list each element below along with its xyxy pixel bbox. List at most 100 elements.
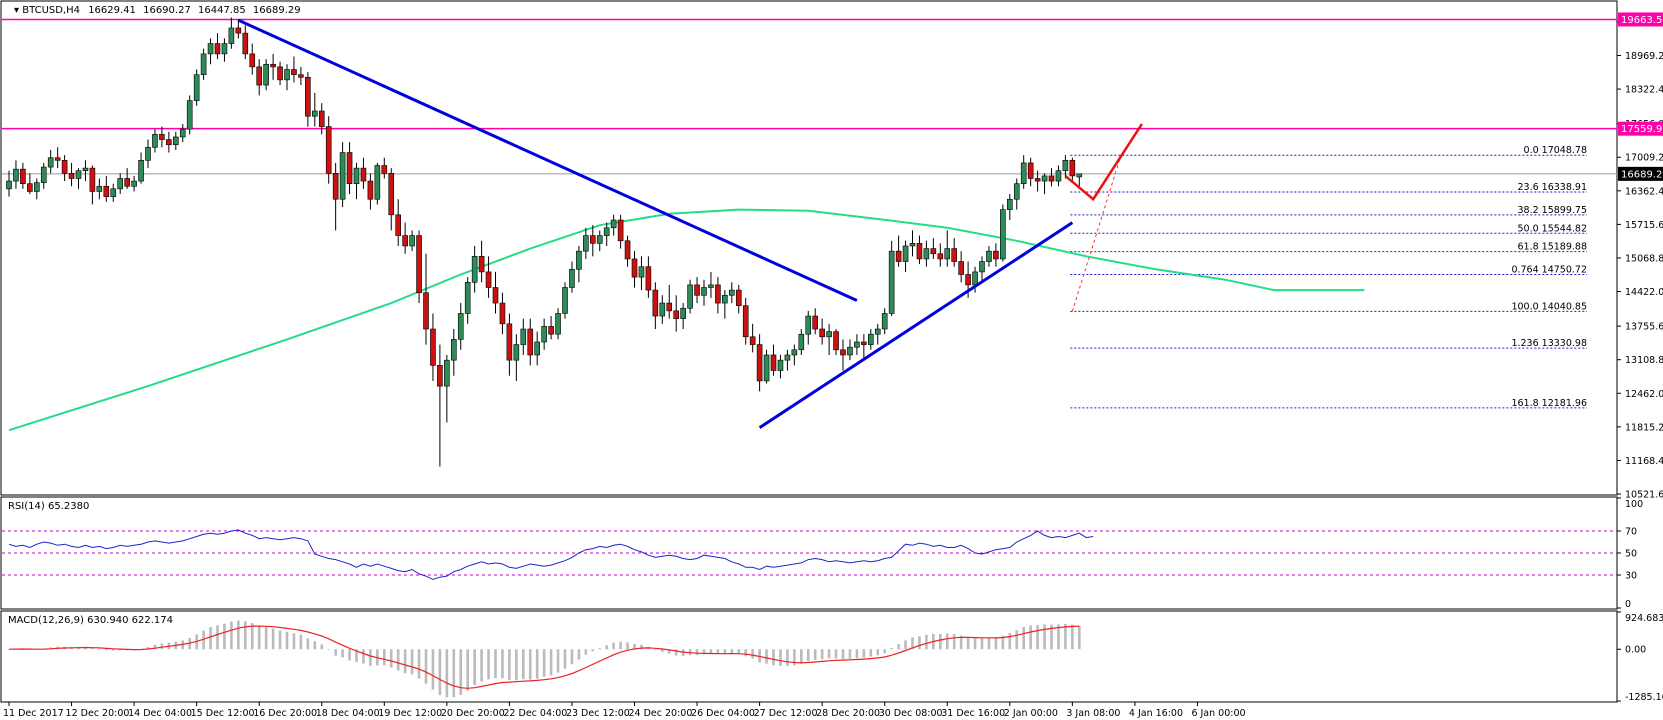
- macd-histogram-bar: [237, 620, 240, 650]
- macd-histogram-bar: [403, 649, 407, 674]
- macd-histogram-bar: [973, 638, 977, 650]
- price-tick-label: 13755.60: [1625, 322, 1663, 333]
- bearish-candle: [930, 248, 937, 255]
- macd-histogram-bar: [1078, 625, 1081, 650]
- projection-arrow: [1064, 123, 1143, 202]
- time-tick-label: 15 Dec 12:00: [191, 708, 255, 719]
- bearish-candle: [527, 328, 534, 356]
- macd-histogram-bar: [1064, 623, 1067, 650]
- bearish-candle: [423, 292, 429, 330]
- main-panel[interactable]: [0, 0, 1618, 496]
- fib-level-label: 61.8 15189.88: [1517, 242, 1587, 253]
- header-open: 16629.41: [88, 5, 136, 16]
- macd-histogram-bar: [570, 649, 574, 665]
- price-tags: 19663.51 17559.93 16689.29: [1618, 12, 1663, 181]
- macd-histogram-bar: [230, 621, 233, 650]
- macd-histogram-bar: [487, 649, 490, 680]
- bullish-candle: [659, 302, 666, 317]
- bearish-candle: [89, 167, 96, 192]
- bearish-candle: [958, 261, 964, 275]
- rsi-tick-label: 100: [1625, 499, 1643, 510]
- bearish-candle: [499, 302, 506, 325]
- bullish-candle: [596, 235, 603, 244]
- bearish-candle: [673, 310, 680, 319]
- macd-histogram-bar: [528, 649, 532, 680]
- bearish-candle: [277, 66, 283, 81]
- bullish-candle: [6, 180, 12, 190]
- bearish-candle: [652, 289, 659, 317]
- bullish-candle: [798, 333, 805, 351]
- macd-histogram-bar: [869, 649, 873, 657]
- bearish-candle: [951, 248, 958, 262]
- bullish-candle: [513, 344, 520, 361]
- macd-histogram-bar: [862, 649, 866, 658]
- bullish-candle: [784, 354, 791, 361]
- macd-histogram-bar: [105, 649, 108, 651]
- bullish-candle: [13, 168, 19, 182]
- price-tick-label: 18969.20: [1625, 51, 1663, 62]
- bearish-candle: [305, 76, 311, 117]
- bullish-candle: [471, 256, 478, 283]
- time-tick-label: 26 Dec 04:00: [691, 708, 755, 719]
- bearish-candle: [318, 110, 325, 127]
- resistance-level-tag-label: 19663.51: [1621, 15, 1663, 26]
- macd-label: MACD(12,26,9) 630.940 622.174: [8, 615, 173, 626]
- horizontal-levels: [2, 18, 1617, 175]
- bearish-candle: [631, 258, 638, 278]
- macd-histogram-bar: [779, 649, 782, 666]
- bullish-candle: [311, 110, 318, 117]
- bearish-candle: [249, 53, 256, 68]
- macd-histogram-bar: [299, 634, 303, 650]
- bullish-candle: [457, 313, 464, 340]
- bullish-candle: [867, 333, 874, 345]
- macd-histogram-bar: [431, 649, 435, 690]
- macd-tick-label: -1285.168: [1625, 692, 1663, 703]
- macd-histogram-bar: [925, 634, 928, 650]
- fibonacci-retracement: 0.0 17048.78 23.6 16338.91 38.2 15899.75 50…: [1070, 145, 1587, 409]
- macd-histogram-bar: [515, 649, 518, 681]
- bullish-candle: [874, 328, 881, 335]
- time-tick-label: 18 Dec 04:00: [316, 708, 380, 719]
- bullish-candle: [909, 243, 916, 247]
- bullish-candle: [923, 248, 930, 260]
- macd-histogram-bar: [667, 649, 671, 654]
- macd-histogram-bar: [806, 649, 810, 662]
- moving-average-line: [8, 208, 1365, 432]
- macd-histogram-bar: [1029, 625, 1032, 650]
- time-tick-label: 28 Dec 20:00: [816, 708, 880, 719]
- time-tick-label: 4 Jan 16:00: [1129, 708, 1183, 719]
- macd-histogram-bar: [522, 649, 525, 680]
- macd-histogram-bar: [355, 649, 358, 662]
- macd-histogram-bar: [1050, 624, 1053, 650]
- bearish-candle: [617, 219, 624, 242]
- macd-histogram-bar: [383, 649, 386, 666]
- bullish-candle: [284, 69, 290, 81]
- bearish-candle: [256, 66, 263, 86]
- bearish-candle: [548, 326, 554, 335]
- macd-histogram-bar: [369, 649, 372, 666]
- bullish-candle: [186, 100, 193, 130]
- bullish-candle: [464, 282, 471, 314]
- bearish-candle: [430, 328, 436, 366]
- fib-level-label: 0.764 14750.72: [1511, 264, 1587, 275]
- rsi-line: [8, 529, 1094, 580]
- bearish-candle: [103, 185, 110, 197]
- current-price-tag: [1618, 166, 1663, 181]
- macd-histogram-bar: [702, 649, 706, 655]
- fib-level-label: 23.6 16338.91: [1517, 182, 1587, 193]
- macd-histogram-bar: [202, 630, 205, 650]
- bullish-candle: [777, 359, 784, 371]
- macd-histogram-bar: [1022, 626, 1025, 650]
- macd-histogram-bar: [848, 649, 852, 659]
- bearish-trendline: [237, 18, 858, 302]
- header-arrow-icon: ▾: [14, 5, 22, 16]
- bearish-candle: [235, 27, 242, 34]
- macd-histogram-bar: [445, 649, 449, 698]
- bullish-candle: [979, 261, 985, 273]
- bullish-candle: [534, 341, 541, 356]
- bullish-candle: [972, 271, 978, 286]
- bearish-candle: [166, 139, 172, 146]
- macd-histogram-bar: [264, 627, 268, 650]
- bullish-candle: [33, 182, 40, 192]
